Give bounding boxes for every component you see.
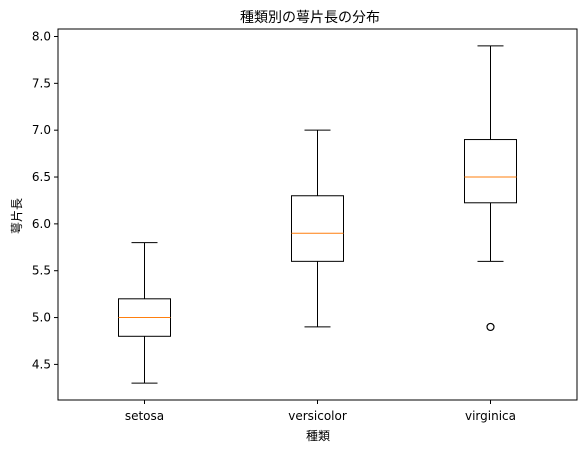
x-tick-label: versicolor xyxy=(288,409,347,423)
y-tick-label: 8.0 xyxy=(32,29,51,43)
y-tick-label: 6.0 xyxy=(32,217,51,231)
outlier-point xyxy=(486,322,495,332)
x-tick-label: virginica xyxy=(465,409,516,423)
x-axis-title: 種類 xyxy=(306,429,330,443)
y-tick-label: 4.5 xyxy=(32,357,51,371)
box-virginica xyxy=(464,139,517,204)
chart-title: 種類別の萼片長の分布 xyxy=(240,10,380,26)
x-tick-label: setosa xyxy=(125,409,164,423)
box-versicolor xyxy=(291,195,344,262)
y-tick-label: 7.5 xyxy=(32,76,51,90)
y-tick-label: 5.0 xyxy=(32,311,51,325)
y-axis-title: 萼片長 xyxy=(10,198,24,234)
plot-frame xyxy=(57,28,578,401)
y-tick-label: 7.0 xyxy=(32,123,51,137)
y-tick-label: 5.5 xyxy=(32,264,51,278)
y-tick-label: 6.5 xyxy=(32,170,51,184)
